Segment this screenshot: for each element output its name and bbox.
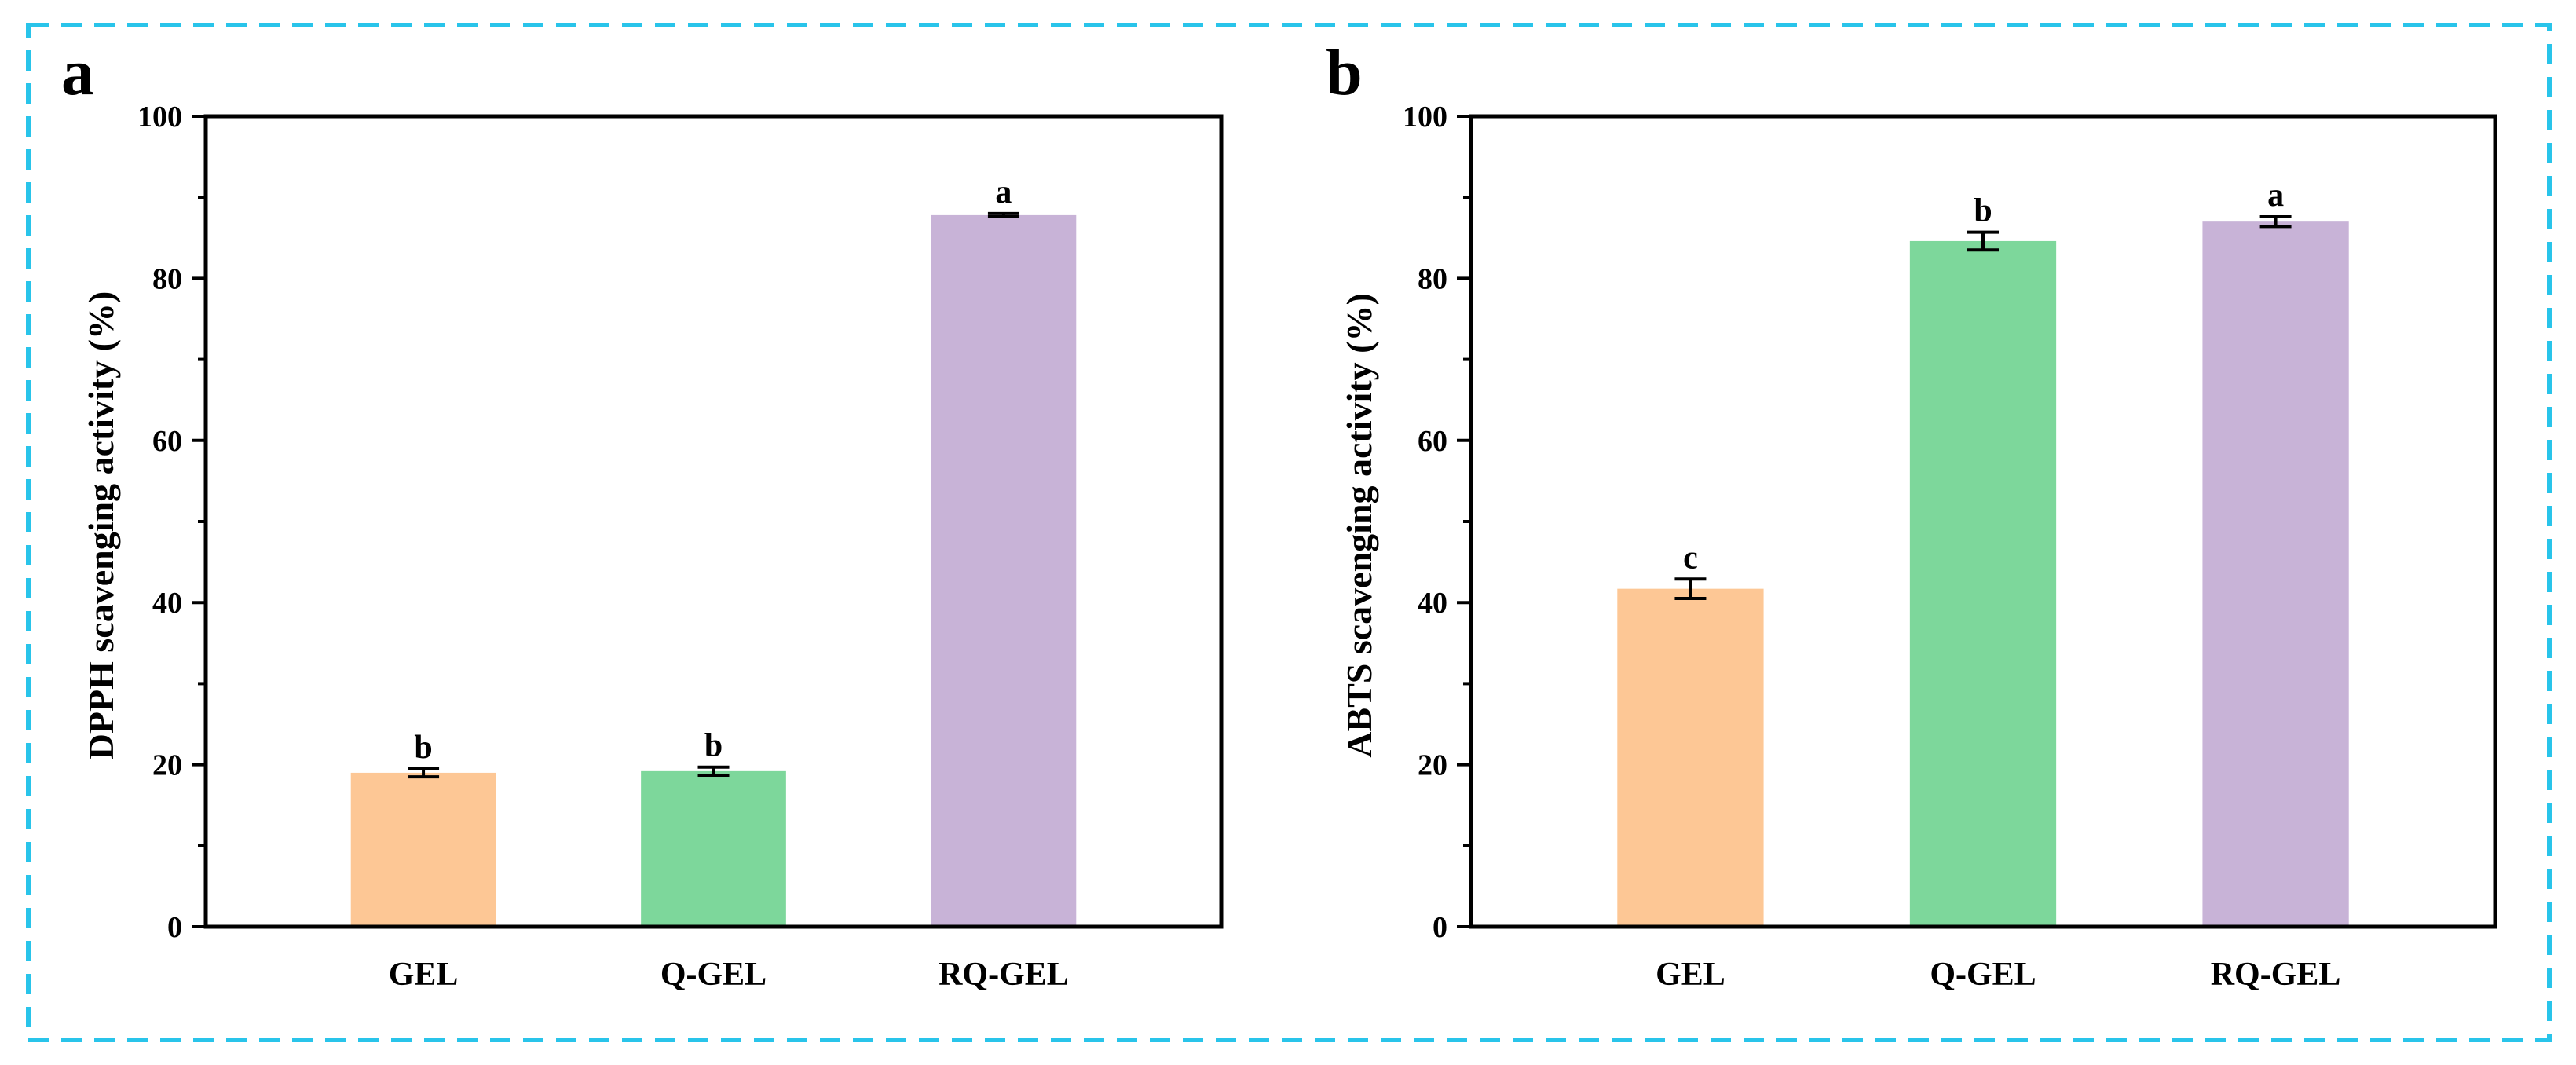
panel-b-significance-gel: c — [1683, 540, 1698, 576]
panel-a-y-tick-label-20: 20 — [152, 749, 182, 782]
panel-a-y-tick-label-80: 80 — [152, 262, 182, 295]
panel-b-plot-area: c GEL b Q-GEL a RQ-GEL 0 20 40 60 80 100 — [1403, 101, 2497, 993]
panel-b-y-tick-label-60: 60 — [1418, 425, 1447, 458]
panel-a-bar-q-gel — [641, 770, 786, 927]
panel-a-x-tick-label-gel: GEL — [389, 957, 459, 993]
panel-b-x-tick-label-rq-gel: RQ-GEL — [2211, 957, 2341, 993]
panel-b-y-tick-label-100: 100 — [1403, 101, 1447, 134]
panel-a-y-axis-title: DPPH scavenging activity (%) — [81, 291, 121, 760]
panel-a-y-tick-label-40: 40 — [152, 587, 182, 620]
panel-a-y-tick-label-100: 100 — [137, 101, 182, 134]
panel-a-plot-area: b GEL b Q-GEL a RQ-GEL 0 20 40 60 80 100 — [137, 101, 1224, 993]
panel-b-x-tick-label-q-gel: Q-GEL — [1930, 957, 2036, 993]
panel-b: b ABTS scavenging activity (%) c GEL b Q-GE… — [1326, 36, 2497, 993]
panel-b-bar-gel — [1617, 588, 1764, 927]
panel-b-significance-q-gel: b — [1974, 193, 1992, 229]
panel-a-label: a — [61, 36, 94, 109]
panel-a-bar-rq-gel — [931, 214, 1077, 927]
panel-b-bar-rq-gel — [2202, 221, 2349, 927]
panel-a-x-tick-label-rq-gel: RQ-GEL — [939, 957, 1069, 993]
panel-b-significance-rq-gel: a — [2267, 178, 2284, 214]
panel-b-y-axis-title: ABTS scavenging activity (%) — [1339, 293, 1379, 758]
panel-a-x-tick-label-q-gel: Q-GEL — [660, 957, 767, 993]
panel-a-y-tick-label-0: 0 — [167, 911, 182, 944]
panel-b-bar-q-gel — [1909, 240, 2057, 928]
panel-b-y-tick-label-80: 80 — [1418, 262, 1447, 295]
panel-b-y-tick-label-40: 40 — [1418, 587, 1447, 620]
panel-a-bar-gel — [350, 772, 496, 927]
panel-b-y-tick-label-20: 20 — [1418, 749, 1447, 782]
figure-dashed-border — [26, 23, 2552, 1042]
panel-a-significance-q-gel: b — [704, 728, 723, 764]
panel-a-y-tick-label-60: 60 — [152, 425, 182, 458]
panel-a: a DPPH scavenging activity (%) b GEL b Q-GE… — [61, 36, 1224, 993]
panel-b-x-tick-label-gel: GEL — [1656, 957, 1725, 993]
panel-a-significance-rq-gel: a — [995, 174, 1012, 210]
panel-a-significance-gel: b — [414, 730, 432, 766]
panel-b-label: b — [1326, 36, 1363, 109]
panel-b-y-tick-label-0: 0 — [1433, 911, 1447, 944]
